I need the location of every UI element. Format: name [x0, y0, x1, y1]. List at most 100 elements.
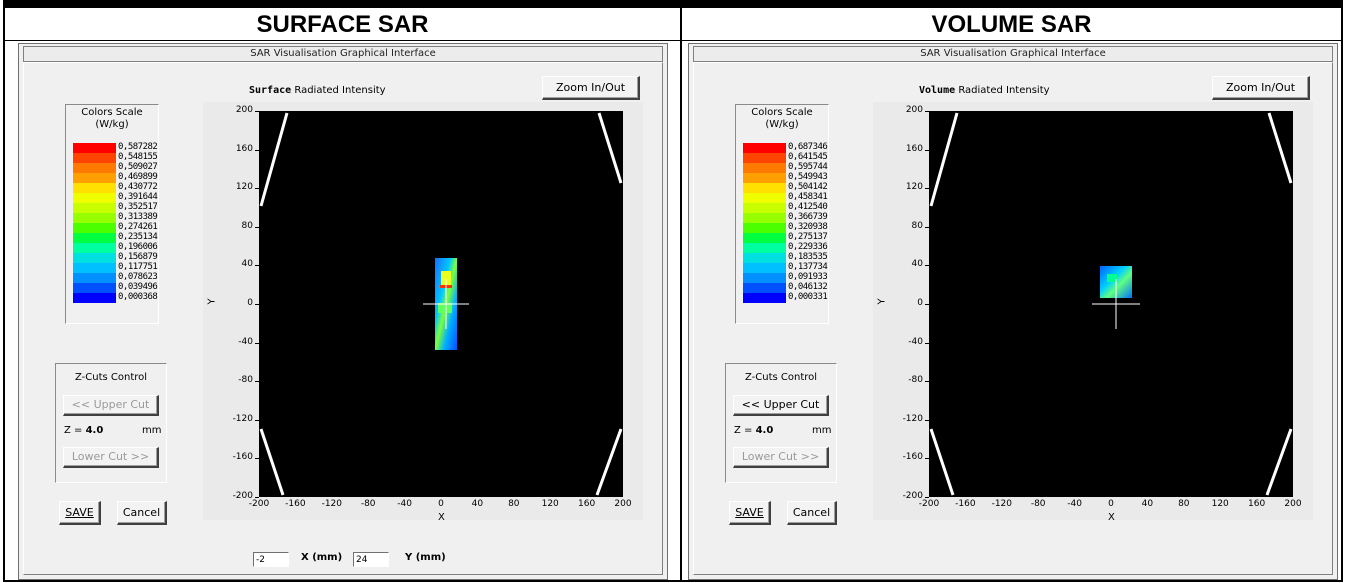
scale-value: 0,458341: [788, 192, 828, 202]
x-tick-label: 120: [541, 499, 559, 509]
z-value: 4.0: [85, 425, 104, 436]
save-button[interactable]: SAVE: [59, 501, 101, 525]
colors-scale-panel: Colors Scale (W/kg) 0,587282 0,548155 0,5090…: [65, 104, 159, 324]
z-unit: mm: [812, 425, 832, 436]
scale-value: 0,391644: [118, 192, 158, 202]
sar-map-canvas[interactable]: [259, 111, 623, 497]
y-axis-label: Y: [876, 298, 888, 305]
y-tick-mark: [925, 497, 929, 498]
window-title: SAR Visualisation Graphical Interface: [693, 46, 1333, 62]
save-label: SAVE: [735, 506, 764, 519]
phantom-outline: [595, 428, 623, 496]
y-tick-label: 40: [241, 259, 253, 270]
x-coordinate-label: X (mm): [301, 552, 343, 563]
zoom-button[interactable]: Zoom In/Out: [1212, 76, 1310, 100]
x-tick-label: -120: [321, 499, 343, 509]
scale-swatch: [73, 233, 116, 243]
upper-cut-button[interactable]: << Upper Cut: [63, 395, 159, 416]
x-tick-label: -40: [397, 499, 412, 509]
x-tick-label: 160: [578, 499, 596, 509]
scale-swatch: [73, 273, 116, 283]
y-coordinate-field[interactable]: 24: [353, 552, 389, 567]
y-tick-label: 160: [905, 143, 923, 154]
scale-value: 0,313389: [118, 212, 158, 222]
x-tick-label: 200: [1284, 499, 1302, 509]
save-label: SAVE: [65, 506, 94, 519]
y-tick-mark: [255, 419, 259, 421]
colors-scale-unit: (W/kg): [765, 119, 799, 130]
scale-value: 0,549943: [788, 172, 828, 182]
x-tick-label: 160: [1248, 499, 1266, 509]
y-tick-mark: [925, 419, 929, 421]
scale-value: 0,595744: [788, 162, 828, 172]
scale-value: 0,412540: [788, 202, 828, 212]
scale-value: 0,039496: [118, 282, 158, 292]
x-tick-label: 200: [614, 499, 632, 509]
scale-value: 0,352517: [118, 202, 158, 212]
plot-area[interactable]: 200 -200 160 -160 120 -120 80 -80 40 -40 0 0 -40 40 -8…: [873, 102, 1313, 523]
z-unit: mm: [142, 425, 162, 436]
colors-scale-label: Colors Scale: [751, 107, 813, 118]
y-coordinate-label: Y (mm): [405, 552, 446, 563]
scale-value: 0,117751: [118, 262, 158, 272]
surface-sar-window: SAR Visualisation Graphical Interface Sur…: [18, 43, 668, 580]
window-frame: [693, 62, 1333, 575]
scale-swatch: [73, 253, 116, 263]
x-coordinate-field[interactable]: -2: [253, 552, 289, 567]
scale-value: 0,275137: [788, 232, 828, 242]
top-bar: [5, 2, 1341, 8]
y-tick-mark: [255, 188, 259, 190]
scale-swatch: [743, 253, 786, 263]
phantom-outline: [597, 112, 623, 184]
plot-area[interactable]: 200 -200 160 -160 120 -120 80 -80 40 -40 0 0 -40 40 -8…: [203, 102, 643, 523]
sar-map-canvas[interactable]: [929, 111, 1293, 497]
subtitle-text: Radiated Intensity: [294, 85, 386, 96]
y-tick-label: -200: [232, 491, 253, 501]
y-tick-mark: [925, 458, 929, 460]
upper-cut-button[interactable]: << Upper Cut: [733, 395, 829, 416]
scale-swatch: [73, 183, 116, 193]
scale-value: 0,235134: [118, 232, 158, 242]
scale-swatch: [73, 223, 116, 233]
y-tick-label: 0: [247, 298, 253, 308]
phantom-outline: [929, 428, 955, 496]
surface-sar-heading: SURFACE SAR: [256, 11, 429, 38]
zoom-button[interactable]: Zoom In/Out: [542, 76, 640, 100]
cancel-button[interactable]: Cancel: [787, 501, 837, 525]
scale-value: 0,137734: [788, 262, 828, 272]
y-tick-mark: [925, 111, 929, 112]
subtitle-mode: Surface: [249, 85, 292, 96]
sar-hotspot-peak: [441, 271, 451, 285]
scale-value: 0,183535: [788, 252, 828, 262]
save-button[interactable]: SAVE: [729, 501, 771, 525]
scale-swatch: [73, 173, 116, 183]
scale-value: 0,156879: [118, 252, 158, 262]
y-tick-label: -40: [908, 336, 923, 347]
x-tick-label: -160: [955, 499, 976, 509]
lower-cut-button[interactable]: Lower Cut >>: [733, 447, 829, 468]
volume-sar-heading: VOLUME SAR: [931, 11, 1092, 38]
y-tick-label: -160: [902, 452, 923, 463]
plot-subtitle: Volume Radiated Intensity: [919, 85, 1050, 96]
sar-hotspot-mid: [438, 303, 452, 313]
column-divider: [680, 2, 682, 580]
x-tick-label: -40: [1067, 499, 1082, 509]
scale-value: 0,430772: [118, 182, 158, 192]
scale-value: 0,046132: [788, 282, 828, 292]
cancel-button[interactable]: Cancel: [117, 501, 167, 525]
scale-value: 0,274261: [118, 222, 158, 232]
y-tick-label: -160: [232, 452, 253, 463]
x-tick-label: -80: [360, 499, 376, 509]
y-tick-label: -40: [238, 336, 253, 347]
colors-scale-unit: (W/kg): [95, 119, 129, 130]
y-tick-label: 120: [235, 182, 253, 193]
y-tick-mark: [255, 381, 259, 383]
scale-swatch: [743, 283, 786, 293]
y-tick-mark: [255, 149, 259, 151]
x-tick-label: 40: [471, 499, 484, 509]
scale-swatch: [743, 243, 786, 253]
lower-cut-button[interactable]: Lower Cut >>: [63, 447, 159, 468]
y-tick-label: 40: [911, 259, 923, 270]
scale-value: 0,469899: [118, 172, 158, 182]
scale-value: 0,548155: [118, 152, 158, 162]
